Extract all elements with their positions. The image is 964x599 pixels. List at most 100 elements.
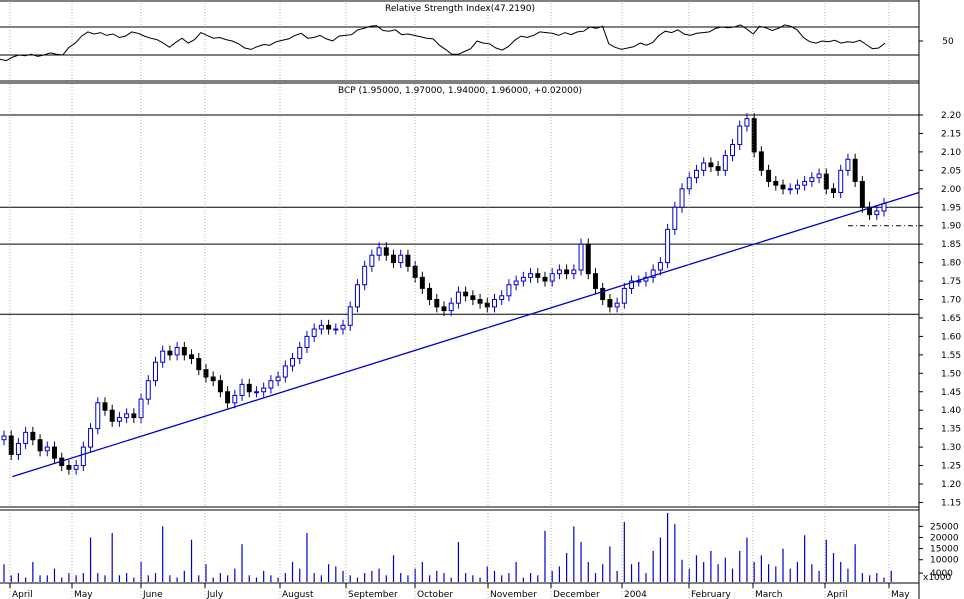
trend-line xyxy=(12,191,920,478)
candle-down xyxy=(427,287,433,300)
candle-down xyxy=(8,435,14,455)
price-y-tick-label: 1.70 xyxy=(941,296,961,306)
candle-down xyxy=(167,350,173,356)
price-y-tick-label: 2.10 xyxy=(941,148,961,158)
candle-up xyxy=(809,177,815,182)
candle-down xyxy=(419,276,425,289)
candle-down xyxy=(708,162,714,168)
candle-up xyxy=(737,125,743,146)
price-y-tick-label: 1.90 xyxy=(941,222,961,232)
candle-up xyxy=(838,169,844,193)
candle-up xyxy=(290,358,296,367)
candle-down xyxy=(225,391,231,404)
candle-down xyxy=(37,439,43,452)
candle-up xyxy=(333,328,339,331)
price-y-tick-label: 1.20 xyxy=(941,480,961,490)
candle-up xyxy=(145,380,151,400)
candle-down xyxy=(131,413,137,419)
candle-down xyxy=(600,287,606,300)
candle-down xyxy=(203,369,209,378)
candle-down xyxy=(434,299,440,308)
candle-up xyxy=(152,361,158,382)
candle-up xyxy=(239,383,245,396)
candle-up xyxy=(520,276,526,282)
candle-down xyxy=(535,273,541,278)
volume-y-tick-label: 4000 xyxy=(930,569,953,579)
volume-y-tick-label: 20000 xyxy=(930,533,959,543)
candle-down xyxy=(196,358,202,371)
candle-up xyxy=(354,284,360,308)
candle-up xyxy=(802,180,808,186)
candle-up xyxy=(722,155,728,171)
candle-up xyxy=(95,402,101,430)
candle-down xyxy=(585,243,591,275)
candle-up xyxy=(174,346,180,356)
x-tick-label: April xyxy=(827,590,848,599)
price-y-tick-label: 1.95 xyxy=(941,203,961,213)
price-y-tick-label: 1.80 xyxy=(941,259,961,269)
price-y-tick-label: 1.35 xyxy=(941,425,961,435)
price-y-tick-label: 1.75 xyxy=(941,277,961,287)
price-y-tick-label: 1.60 xyxy=(941,332,961,342)
rsi-line xyxy=(0,24,886,62)
x-tick-label: May xyxy=(891,590,910,599)
volume-y-tick-label: 10000 xyxy=(930,556,959,566)
candle-up xyxy=(44,446,50,452)
x-tick-label: April xyxy=(12,590,33,599)
candle-up xyxy=(297,346,303,360)
candle-down xyxy=(766,169,772,182)
candle-down xyxy=(181,346,187,356)
candle-down xyxy=(867,206,873,216)
x-tick-label: July xyxy=(206,590,224,599)
candle-down xyxy=(52,446,57,459)
candle-down xyxy=(564,269,570,275)
candle-up xyxy=(492,299,497,308)
candle-up xyxy=(571,269,577,275)
candle-up xyxy=(499,295,505,300)
x-tick-label: June xyxy=(142,590,163,599)
price-y-tick-label: 1.65 xyxy=(941,314,961,324)
candle-down xyxy=(773,180,779,186)
candle-up xyxy=(578,243,584,271)
candle-up xyxy=(874,210,880,216)
candle-down xyxy=(463,291,469,297)
x-tick-label: 2004 xyxy=(624,590,647,599)
candle-up xyxy=(549,273,555,282)
candle-down xyxy=(852,158,858,182)
candle-up xyxy=(160,350,166,363)
candle-down xyxy=(592,273,598,289)
candle-up xyxy=(881,203,887,212)
candle-up xyxy=(650,269,656,278)
candle-up xyxy=(701,162,707,171)
candle-down xyxy=(66,465,72,470)
candle-up xyxy=(116,417,122,422)
candle-up xyxy=(376,247,382,256)
candle-up xyxy=(23,431,29,444)
candle-up xyxy=(455,291,461,304)
candle-down xyxy=(210,376,216,382)
candle-down xyxy=(484,302,490,308)
x-tick-label: September xyxy=(348,590,398,599)
price-y-tick-label: 1.30 xyxy=(941,443,961,453)
candle-up xyxy=(275,376,281,382)
candle-up xyxy=(124,413,130,419)
candle-up xyxy=(15,442,21,455)
x-tick-label: August xyxy=(282,590,314,599)
volume-unit-label: x1000 xyxy=(923,573,952,583)
candle-down xyxy=(715,166,721,171)
candle-up xyxy=(448,302,454,312)
candle-up xyxy=(744,118,750,127)
candle-up xyxy=(73,465,79,470)
price-y-tick-label: 2.05 xyxy=(941,166,961,176)
volume-y-tick-label: 25000 xyxy=(930,522,959,532)
candle-down xyxy=(751,118,757,153)
candle-up xyxy=(304,335,310,348)
price-y-tick-label: 1.55 xyxy=(941,351,961,361)
candle-up xyxy=(232,394,238,404)
candle-down xyxy=(859,180,865,208)
price-y-tick-label: 2.15 xyxy=(941,129,961,139)
candle-up xyxy=(693,169,699,179)
candle-up xyxy=(268,380,274,389)
x-tick-label: October xyxy=(417,590,453,599)
